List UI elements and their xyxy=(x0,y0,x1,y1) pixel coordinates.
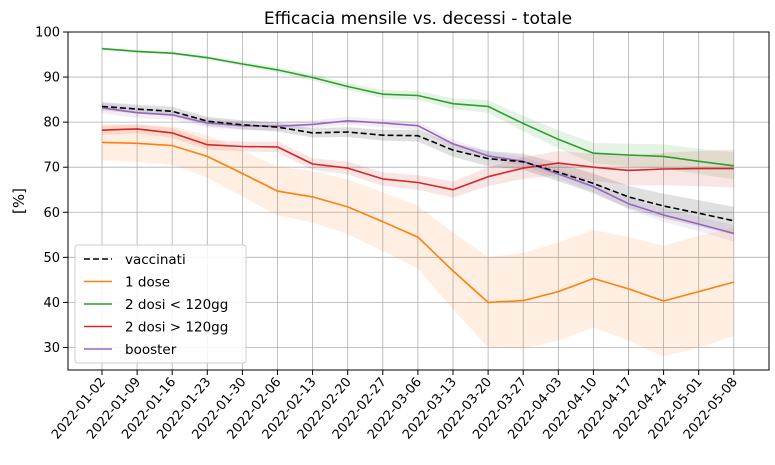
y-tick-label: 100 xyxy=(35,26,60,41)
y-tick-label: 90 xyxy=(43,71,60,86)
y-tick-label: 60 xyxy=(43,206,60,221)
legend-box xyxy=(74,244,247,364)
y-axis-label: [%] xyxy=(10,188,28,214)
legend: vaccinati 1 dose 2 dosi < 120gg 2 dosi > 12… xyxy=(74,244,247,364)
series-line xyxy=(101,128,734,191)
plot-frame xyxy=(67,31,770,371)
confidence-band xyxy=(102,102,734,242)
legend-label: vaccinati xyxy=(125,252,186,268)
series-line xyxy=(101,105,734,222)
y-tick-label: 40 xyxy=(43,296,60,311)
y-tick-label: 80 xyxy=(43,116,60,131)
series-line xyxy=(101,47,734,167)
confidence-band xyxy=(102,124,734,198)
y-tick-label: 30 xyxy=(43,341,60,356)
y-tick-label: 50 xyxy=(43,251,60,266)
y-tick-label: 70 xyxy=(43,161,60,176)
legend-label: 2 dosi > 120gg xyxy=(125,320,228,336)
series-line xyxy=(101,141,735,304)
y-axis: 30 40 50 60 70 80 90 100 xyxy=(35,26,68,356)
legend-label: booster xyxy=(125,342,177,358)
series-lines xyxy=(101,47,735,304)
series-line xyxy=(101,106,735,235)
chart-title: Efficacia mensile vs. decessi - totale xyxy=(264,9,572,29)
legend-label: 2 dosi < 120gg xyxy=(125,297,228,313)
legend-label: 1 dose xyxy=(125,275,170,291)
